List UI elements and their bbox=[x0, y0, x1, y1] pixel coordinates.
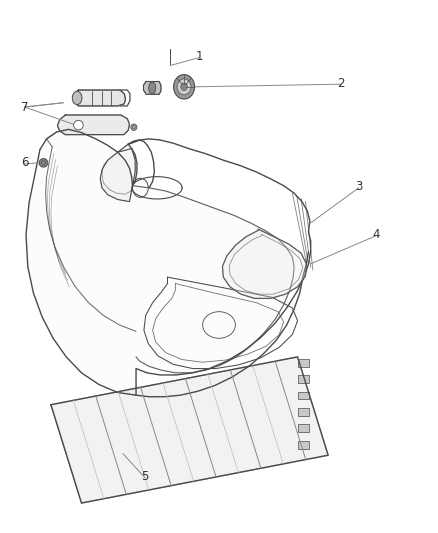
Polygon shape bbox=[74, 90, 126, 106]
FancyBboxPatch shape bbox=[298, 441, 309, 449]
Text: 1: 1 bbox=[196, 50, 203, 63]
Polygon shape bbox=[26, 130, 294, 395]
Text: 7: 7 bbox=[21, 101, 28, 114]
Ellipse shape bbox=[173, 75, 194, 99]
FancyBboxPatch shape bbox=[298, 424, 309, 432]
FancyBboxPatch shape bbox=[298, 408, 309, 416]
FancyBboxPatch shape bbox=[298, 359, 309, 367]
Text: 5: 5 bbox=[141, 470, 148, 483]
Polygon shape bbox=[144, 82, 161, 94]
Polygon shape bbox=[223, 229, 306, 298]
Text: 3: 3 bbox=[355, 180, 362, 193]
Ellipse shape bbox=[181, 83, 187, 91]
FancyBboxPatch shape bbox=[298, 392, 309, 400]
Text: 2: 2 bbox=[338, 77, 345, 90]
FancyBboxPatch shape bbox=[298, 375, 309, 383]
Ellipse shape bbox=[39, 159, 48, 167]
Ellipse shape bbox=[177, 79, 191, 95]
Ellipse shape bbox=[131, 124, 137, 131]
Polygon shape bbox=[51, 357, 328, 503]
Polygon shape bbox=[57, 115, 130, 135]
Text: 6: 6 bbox=[21, 156, 28, 169]
Polygon shape bbox=[100, 149, 135, 201]
Ellipse shape bbox=[149, 82, 155, 94]
Ellipse shape bbox=[74, 120, 83, 130]
Text: 4: 4 bbox=[372, 228, 380, 241]
Ellipse shape bbox=[72, 91, 82, 104]
